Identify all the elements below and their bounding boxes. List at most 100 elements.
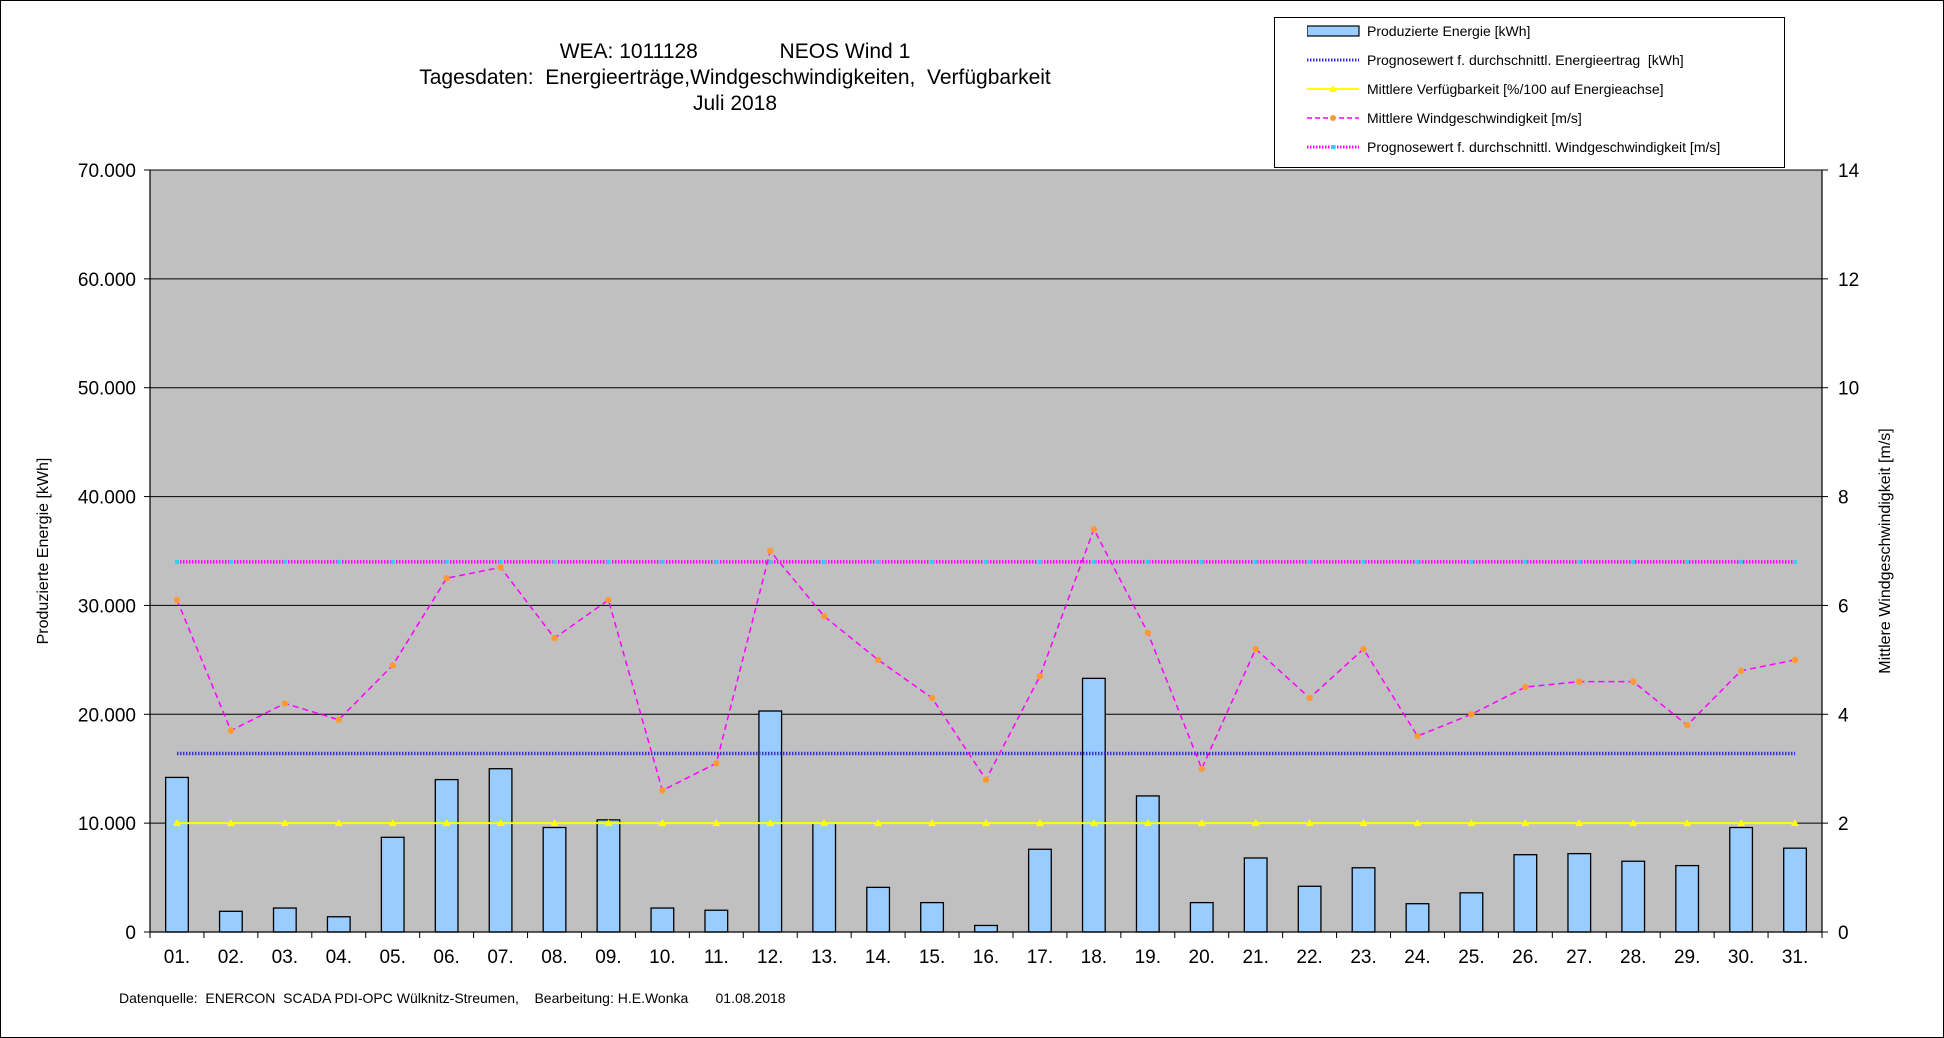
availability-marker	[1737, 819, 1746, 827]
wind-speed-marker	[605, 596, 612, 604]
x-tick-label: 05.	[379, 947, 405, 968]
energy-bar	[1621, 860, 1646, 933]
x-tick-label: 25.	[1458, 947, 1484, 968]
wind-speed-marker	[1468, 711, 1475, 718]
availability-marker	[982, 819, 990, 827]
availability-marker	[496, 819, 505, 827]
legend-label: Mittlere Verfügbarkeit [%/100 auf Energi…	[1367, 81, 1664, 97]
wind-speed-marker	[227, 727, 235, 734]
forecast-wind-marker	[1577, 559, 1582, 564]
x-tick-label: 23.	[1350, 947, 1376, 968]
availability-marker	[1359, 819, 1368, 827]
availability-marker	[1197, 819, 1206, 827]
availability-marker	[1521, 819, 1530, 827]
forecast-wind-marker	[768, 559, 773, 564]
x-tick-label: 18.	[1081, 947, 1107, 968]
y2-tick-label: 2	[1838, 814, 1849, 835]
availability-marker	[1467, 819, 1476, 827]
energy-bar	[1675, 864, 1700, 933]
availability-marker	[280, 819, 289, 827]
availability-marker	[658, 819, 667, 827]
energy-bar	[1729, 826, 1754, 933]
energy-bar	[1783, 847, 1808, 933]
wind-speed-marker	[1252, 645, 1259, 653]
legend-yellow-line-swatch	[1307, 85, 1359, 92]
x-tick-label: 28.	[1620, 947, 1646, 968]
x-tick-label: 31.	[1782, 947, 1808, 968]
x-tick-label: 04.	[326, 947, 352, 968]
source-footer: Datenquelle: ENERCON SCADA PDI-OPC Wülkn…	[119, 990, 786, 1006]
wind-speed-marker	[1683, 721, 1691, 729]
availability-marker	[820, 819, 829, 827]
title-turbine-name: NEOS Wind 1	[779, 40, 911, 63]
y-tick-label: 50.000	[78, 379, 136, 400]
chart-title-line-2: Tagesdaten: Energieerträge,Windgeschwind…	[419, 66, 1051, 89]
forecast-wind-marker	[1253, 559, 1258, 564]
y-tick-label: 0	[125, 923, 136, 944]
wind-speed-marker	[1737, 667, 1745, 674]
availability-marker	[766, 819, 775, 827]
forecast-wind-marker	[228, 559, 233, 564]
legend-item-energy: Produzierte Energie [kWh]	[1275, 21, 1784, 43]
energy-bar	[1297, 885, 1322, 933]
chart-legend: Produzierte Energie [kWh] Prognosewert f…	[1274, 17, 1785, 168]
availability-marker	[712, 819, 721, 827]
forecast-wind-marker	[498, 559, 503, 564]
energy-bar	[272, 907, 297, 933]
forecast-wind-marker	[390, 559, 395, 564]
availability-marker	[604, 819, 613, 827]
forecast-wind-marker	[1739, 559, 1744, 564]
forecast-wind-marker	[1199, 559, 1204, 564]
forecast-wind-marker	[1091, 559, 1096, 564]
wind-speed-marker	[1360, 645, 1367, 653]
availability-marker	[1251, 819, 1260, 827]
legend-item-forecast-energy: Prognosewert f. durchschnittl. Energieer…	[1275, 50, 1784, 72]
availability-marker	[1413, 819, 1422, 827]
x-tick-label: 09.	[595, 947, 621, 968]
y2-tick-label: 4	[1838, 705, 1849, 726]
forecast-wind-marker	[930, 559, 935, 564]
x-tick-label: 03.	[272, 947, 298, 968]
x-tick-label: 01.	[164, 947, 190, 968]
energy-bar	[326, 916, 351, 933]
availability-marker	[1791, 819, 1800, 827]
chart-title-line-3: Juli 2018	[692, 92, 778, 115]
energy-bar	[1189, 901, 1214, 933]
energy-bar	[866, 886, 891, 933]
energy-bar	[1405, 903, 1430, 933]
energy-bar	[1027, 848, 1052, 933]
y-tick-label: 30.000	[78, 596, 136, 617]
wind-speed-marker	[982, 776, 990, 783]
availability-marker	[1575, 819, 1584, 827]
forecast-wind-marker	[1307, 559, 1312, 564]
wind-speed-marker	[1036, 672, 1044, 680]
legend-bar-swatch	[1307, 25, 1360, 37]
legend-dotted-blue-swatch	[1307, 58, 1359, 62]
wind-speed-marker	[173, 596, 181, 604]
energy-bar	[1243, 857, 1268, 933]
energy-bar	[974, 924, 998, 933]
forecast-wind-marker	[1145, 559, 1150, 564]
x-tick-label: 08.	[541, 947, 567, 968]
forecast-wind-marker	[876, 559, 881, 564]
wind-speed-marker	[1198, 765, 1205, 772]
legend-dotted-magenta-swatch	[1307, 145, 1359, 149]
forecast-wind-marker	[444, 559, 449, 564]
legend-item-forecast-wind: Prognosewert f. durchschnittl. Windgesch…	[1275, 137, 1784, 159]
forecast-wind-marker	[606, 559, 611, 564]
energy-bar	[812, 822, 837, 933]
energy-bar	[164, 776, 189, 933]
y-tick-label: 20.000	[78, 705, 136, 726]
forecast-wind-marker	[1415, 559, 1420, 564]
legend-label: Prognosewert f. durchschnittl. Windgesch…	[1367, 139, 1721, 155]
availability-marker	[1143, 819, 1152, 827]
legend-magenta-dashed-swatch	[1307, 115, 1359, 121]
energy-bar	[1351, 867, 1376, 933]
forecast-wind-marker	[174, 559, 179, 564]
plot-area	[149, 169, 1823, 933]
chart-title-line-1: WEA: 1011128 NEOS Wind 1	[250, 40, 1220, 64]
x-tick-label: 24.	[1404, 947, 1430, 968]
y2-tick-label: 10	[1838, 379, 1859, 400]
forecast-wind-marker	[1469, 559, 1474, 564]
